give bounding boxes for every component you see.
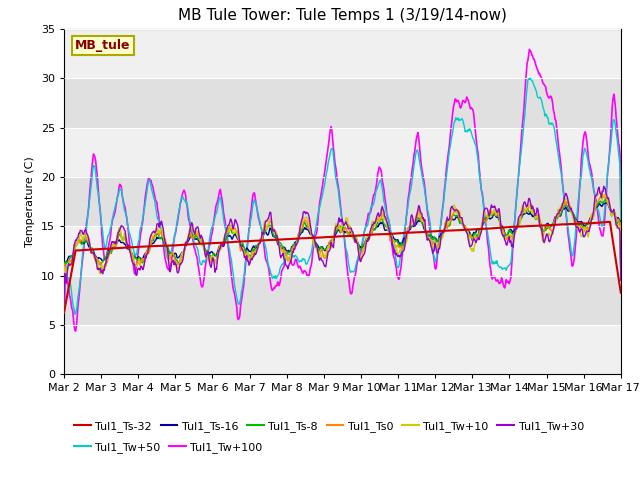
Tul1_Tw+30 — [426, 240, 434, 245]
Tul1_Ts-16 — [127, 250, 135, 255]
Tul1_Ts-32 — [214, 240, 221, 246]
Tul1_Ts-16 — [60, 298, 68, 303]
Tul1_Tw+10 — [70, 246, 78, 252]
Tul1_Tw+30 — [410, 223, 418, 228]
Tul1_Tw+50 — [428, 230, 435, 236]
Tul1_Tw+50 — [128, 241, 136, 247]
Tul1_Tw+10 — [184, 236, 192, 241]
Tul1_Tw+50 — [526, 75, 534, 81]
Tul1_Ts-32 — [426, 228, 434, 234]
Bar — [64, 325, 621, 374]
Line: Tul1_Ts-32: Tul1_Ts-32 — [64, 222, 621, 312]
Tul1_Tw+10 — [127, 249, 135, 255]
Tul1_Ts-32 — [617, 290, 625, 296]
Line: Tul1_Tw+30: Tul1_Tw+30 — [64, 186, 621, 303]
Bar — [64, 128, 621, 177]
Y-axis label: Temperature (C): Temperature (C) — [26, 156, 35, 247]
Tul1_Tw+10 — [617, 273, 625, 279]
Tul1_Ts0 — [410, 218, 418, 224]
Bar — [64, 226, 621, 276]
Tul1_Tw+100 — [525, 47, 533, 52]
Tul1_Tw+100 — [617, 207, 625, 213]
Tul1_Tw+30 — [70, 242, 78, 248]
Bar — [64, 29, 621, 78]
Tul1_Ts-16 — [617, 270, 625, 276]
Tul1_Ts-8 — [184, 237, 192, 243]
Tul1_Ts-32 — [606, 219, 614, 225]
Tul1_Tw+10 — [596, 189, 604, 195]
Tul1_Ts0 — [214, 254, 221, 260]
Tul1_Tw+50 — [411, 157, 419, 163]
Tul1_Ts-8 — [70, 251, 78, 256]
Tul1_Tw+10 — [214, 254, 221, 260]
Tul1_Tw+10 — [426, 236, 434, 242]
Tul1_Ts0 — [184, 235, 192, 240]
Tul1_Ts-8 — [617, 271, 625, 276]
Tul1_Ts-32 — [184, 241, 192, 247]
Tul1_Tw+50 — [71, 312, 79, 317]
Tul1_Ts0 — [127, 254, 135, 260]
Tul1_Ts0 — [426, 239, 434, 245]
Tul1_Tw+30 — [214, 258, 221, 264]
Tul1_Tw+30 — [600, 183, 607, 189]
Tul1_Ts-8 — [426, 232, 434, 238]
Tul1_Tw+100 — [411, 148, 419, 154]
Tul1_Ts-16 — [410, 223, 418, 229]
Tul1_Tw+30 — [184, 237, 192, 242]
Tul1_Ts-16 — [603, 199, 611, 205]
Tul1_Ts-16 — [70, 249, 78, 254]
Tul1_Ts-16 — [214, 249, 221, 255]
Line: Tul1_Ts0: Tul1_Ts0 — [64, 195, 621, 298]
Tul1_Ts0 — [617, 271, 625, 276]
Tul1_Ts-8 — [214, 252, 221, 258]
Tul1_Ts-32 — [70, 256, 78, 262]
Line: Tul1_Tw+100: Tul1_Tw+100 — [64, 49, 621, 331]
Tul1_Ts-8 — [127, 251, 135, 257]
Tul1_Tw+10 — [410, 217, 418, 223]
Tul1_Ts-8 — [60, 296, 68, 301]
Tul1_Ts0 — [70, 245, 78, 251]
Tul1_Tw+100 — [72, 328, 79, 334]
Tul1_Tw+50 — [70, 305, 78, 311]
Tul1_Ts-8 — [410, 222, 418, 228]
Tul1_Tw+30 — [60, 300, 68, 306]
Line: Tul1_Tw+10: Tul1_Tw+10 — [64, 192, 621, 301]
Tul1_Ts-32 — [410, 229, 418, 235]
Line: Tul1_Tw+50: Tul1_Tw+50 — [64, 78, 621, 314]
Tul1_Tw+100 — [428, 238, 435, 243]
Tul1_Tw+100 — [60, 317, 68, 323]
Legend: Tul1_Tw+50, Tul1_Tw+100: Tul1_Tw+50, Tul1_Tw+100 — [70, 437, 267, 457]
Tul1_Ts0 — [598, 192, 606, 198]
Tul1_Tw+50 — [617, 219, 625, 225]
Text: MB_tule: MB_tule — [75, 39, 131, 52]
Line: Tul1_Ts-8: Tul1_Ts-8 — [64, 199, 621, 299]
Tul1_Tw+30 — [127, 255, 135, 261]
Title: MB Tule Tower: Tule Temps 1 (3/19/14-now): MB Tule Tower: Tule Temps 1 (3/19/14-now… — [178, 9, 507, 24]
Tul1_Ts-32 — [127, 244, 135, 250]
Tul1_Tw+100 — [185, 217, 193, 223]
Tul1_Tw+30 — [617, 277, 625, 283]
Tul1_Tw+100 — [70, 323, 78, 328]
Tul1_Tw+50 — [214, 202, 222, 207]
Tul1_Tw+100 — [128, 255, 136, 261]
Tul1_Tw+100 — [214, 196, 222, 202]
Tul1_Tw+10 — [60, 298, 68, 304]
Tul1_Tw+50 — [185, 210, 193, 216]
Line: Tul1_Ts-16: Tul1_Ts-16 — [64, 202, 621, 300]
Tul1_Ts-32 — [60, 310, 68, 315]
Tul1_Tw+50 — [60, 310, 68, 316]
Tul1_Ts-8 — [602, 196, 609, 202]
Tul1_Ts-16 — [426, 232, 434, 238]
Tul1_Ts0 — [60, 295, 68, 300]
Tul1_Ts-16 — [184, 239, 192, 245]
